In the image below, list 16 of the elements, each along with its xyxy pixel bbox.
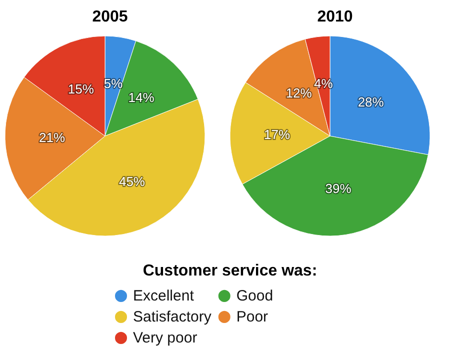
slice-label: 2005 [92, 8, 128, 26]
data-label: 28% [358, 94, 384, 110]
slice-label: 2010 [317, 8, 353, 26]
legend-label: Poor [236, 308, 268, 326]
data-label: 21% [39, 130, 66, 146]
data-label: 12% [286, 86, 312, 101]
data-label: 45% [118, 174, 146, 190]
legend-label: Excellent [133, 288, 195, 304]
legend-label: Good [236, 288, 274, 304]
data-label: 17% [264, 126, 290, 142]
data-label: 39% [325, 180, 352, 196]
legend-title: Customer service was: [142, 262, 318, 280]
data-label: 15% [68, 81, 94, 96]
legend-label: Satisfactory [133, 308, 212, 326]
legend-label: Very poor [133, 330, 198, 346]
data-label: 14% [128, 90, 155, 105]
